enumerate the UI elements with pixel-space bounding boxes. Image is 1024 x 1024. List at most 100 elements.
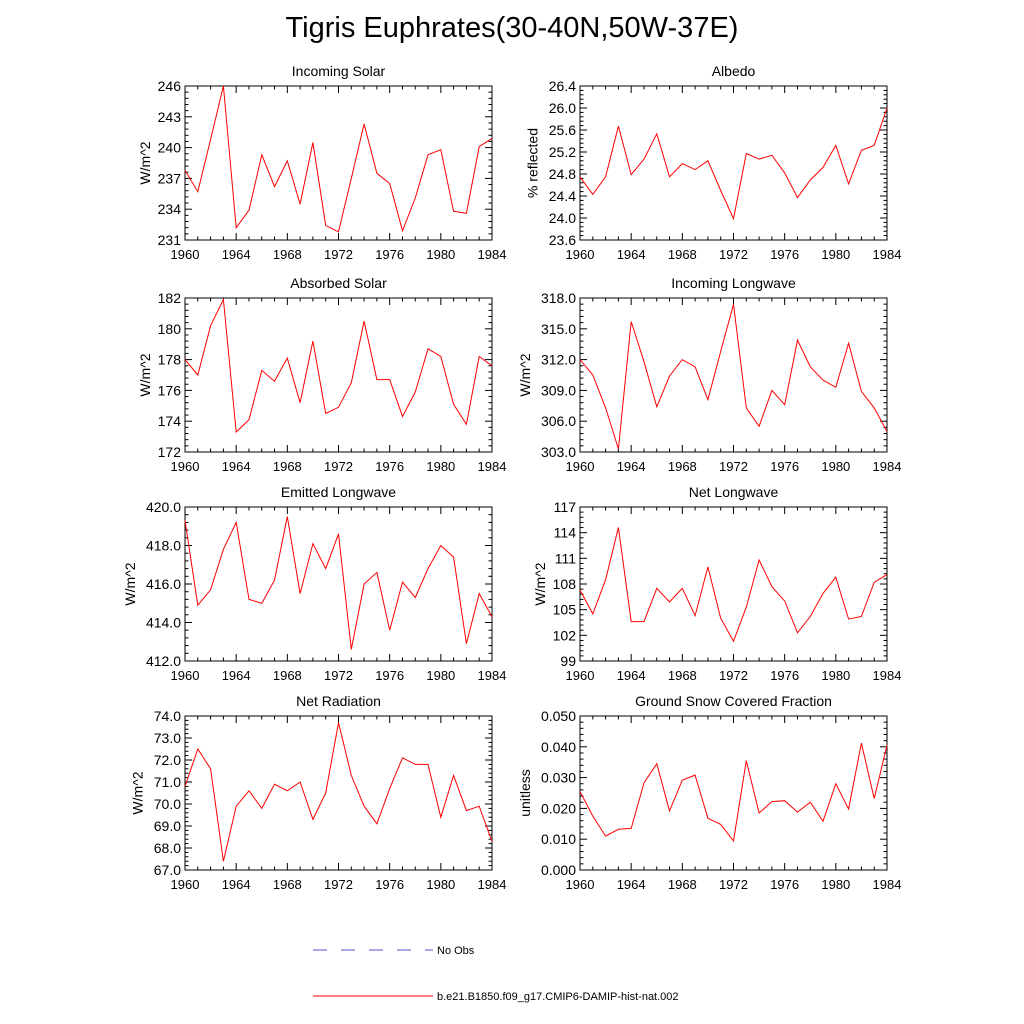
y-axis-label: W/m^2 <box>137 353 153 396</box>
y-tick-label: 318.0 <box>541 290 576 306</box>
x-tick-label: 1980 <box>426 877 455 892</box>
x-tick-label: 1960 <box>171 247 200 262</box>
y-tick-label: 0.050 <box>541 708 576 724</box>
panel-title: Net Radiation <box>296 693 381 709</box>
panel-title: Incoming Solar <box>292 63 386 79</box>
x-tick-label: 1980 <box>426 459 455 474</box>
x-tick-label: 1972 <box>324 459 353 474</box>
legend-obs-label: No Obs <box>437 945 475 957</box>
x-tick-label: 1984 <box>873 877 902 892</box>
y-axis-label: W/m^2 <box>137 141 153 184</box>
y-tick-label: 0.020 <box>541 800 576 816</box>
x-tick-label: 1980 <box>426 668 455 683</box>
y-axis-label: % reflected <box>525 128 541 198</box>
y-axis-label: unitless <box>517 769 533 816</box>
y-tick-label: 25.2 <box>549 144 576 160</box>
y-tick-label: 315.0 <box>541 321 576 337</box>
x-tick-label: 1960 <box>171 459 200 474</box>
y-tick-label: 303.0 <box>541 444 576 460</box>
panel-title: Ground Snow Covered Fraction <box>635 693 832 709</box>
y-tick-label: 102 <box>553 627 577 643</box>
y-tick-label: 240 <box>158 140 182 156</box>
y-tick-label: 117 <box>554 499 577 515</box>
x-tick-label: 1984 <box>478 668 507 683</box>
x-tick-label: 1976 <box>375 247 404 262</box>
y-axis-label: W/m^2 <box>122 562 138 605</box>
y-tick-label: 70.0 <box>154 796 181 812</box>
y-tick-label: 174 <box>158 413 182 429</box>
series-line <box>184 85 493 233</box>
x-tick-label: 1976 <box>770 247 799 262</box>
x-tick-label: 1976 <box>375 459 404 474</box>
series-line <box>579 742 888 843</box>
y-tick-label: 176 <box>158 382 182 398</box>
y-tick-label: 420.0 <box>146 499 181 515</box>
x-tick-label: 1964 <box>617 668 646 683</box>
y-tick-label: 231 <box>158 232 182 248</box>
x-tick-label: 1976 <box>770 668 799 683</box>
x-tick-label: 1968 <box>273 247 302 262</box>
series-line <box>579 304 888 450</box>
y-tick-label: 309.0 <box>541 382 576 398</box>
y-tick-label: 0.000 <box>541 862 576 878</box>
x-tick-label: 1960 <box>566 668 595 683</box>
y-tick-label: 71.0 <box>154 774 181 790</box>
legend: No Obs b.e21.B1850.f09_g17.CMIP6-DAMIP-h… <box>313 945 679 1003</box>
x-tick-label: 1976 <box>770 459 799 474</box>
y-tick-label: 172 <box>158 444 182 460</box>
x-tick-label: 1984 <box>478 247 507 262</box>
y-tick-label: 69.0 <box>154 818 181 834</box>
y-tick-label: 180 <box>158 321 182 337</box>
x-tick-label: 1964 <box>222 877 251 892</box>
x-tick-label: 1964 <box>222 459 251 474</box>
x-tick-label: 1960 <box>566 877 595 892</box>
y-tick-label: 182 <box>158 290 182 306</box>
x-tick-label: 1960 <box>171 668 200 683</box>
y-tick-label: 24.4 <box>549 188 576 204</box>
x-tick-label: 1980 <box>821 247 850 262</box>
chart-panel: Emitted Longwave 1960 1964 1968 1972 1976 1980… <box>122 484 506 683</box>
y-tick-label: 246 <box>158 78 182 94</box>
chart-panel: Incoming Solar 1960 1964 1968 1972 1976 1980 19… <box>137 63 506 262</box>
y-axis-label: W/m^2 <box>517 353 533 396</box>
y-tick-label: 108 <box>553 576 577 592</box>
x-tick-label: 1964 <box>222 247 251 262</box>
y-tick-label: 418.0 <box>146 538 181 554</box>
x-tick-label: 1960 <box>566 247 595 262</box>
x-tick-label: 1972 <box>324 668 353 683</box>
y-tick-label: 72.0 <box>154 752 181 768</box>
x-tick-label: 1968 <box>668 247 697 262</box>
y-tick-label: 74.0 <box>154 708 181 724</box>
x-tick-label: 1968 <box>273 668 302 683</box>
x-tick-label: 1960 <box>171 877 200 892</box>
plot-frame <box>184 715 493 871</box>
y-tick-label: 67.0 <box>154 862 181 878</box>
panel-title: Emitted Longwave <box>281 484 396 500</box>
y-tick-label: 414.0 <box>146 615 181 631</box>
x-tick-label: 1964 <box>617 877 646 892</box>
chart-panel: Ground Snow Covered Fraction 1960 1964 1968… <box>517 693 901 892</box>
x-tick-label: 1984 <box>873 459 902 474</box>
y-tick-label: 306.0 <box>541 413 576 429</box>
y-tick-label: 99 <box>560 653 576 669</box>
y-tick-label: 237 <box>158 170 182 186</box>
x-tick-label: 1964 <box>222 668 251 683</box>
x-tick-label: 1976 <box>375 877 404 892</box>
x-tick-label: 1968 <box>668 459 697 474</box>
x-tick-label: 1972 <box>719 668 748 683</box>
series-line <box>184 722 493 862</box>
x-tick-label: 1972 <box>719 247 748 262</box>
x-tick-label: 1968 <box>668 668 697 683</box>
x-tick-label: 1984 <box>873 668 902 683</box>
plot-frame <box>184 85 493 241</box>
x-tick-label: 1968 <box>668 877 697 892</box>
y-tick-label: 24.8 <box>549 166 576 182</box>
x-tick-label: 1980 <box>821 459 850 474</box>
y-tick-label: 25.6 <box>549 122 576 138</box>
y-tick-label: 114 <box>554 525 577 541</box>
y-tick-label: 243 <box>158 109 182 125</box>
panel-title: Net Longwave <box>689 484 779 500</box>
legend-model-label: b.e21.B1850.f09_g17.CMIP6-DAMIP-hist-nat… <box>437 991 679 1003</box>
x-tick-label: 1972 <box>719 459 748 474</box>
